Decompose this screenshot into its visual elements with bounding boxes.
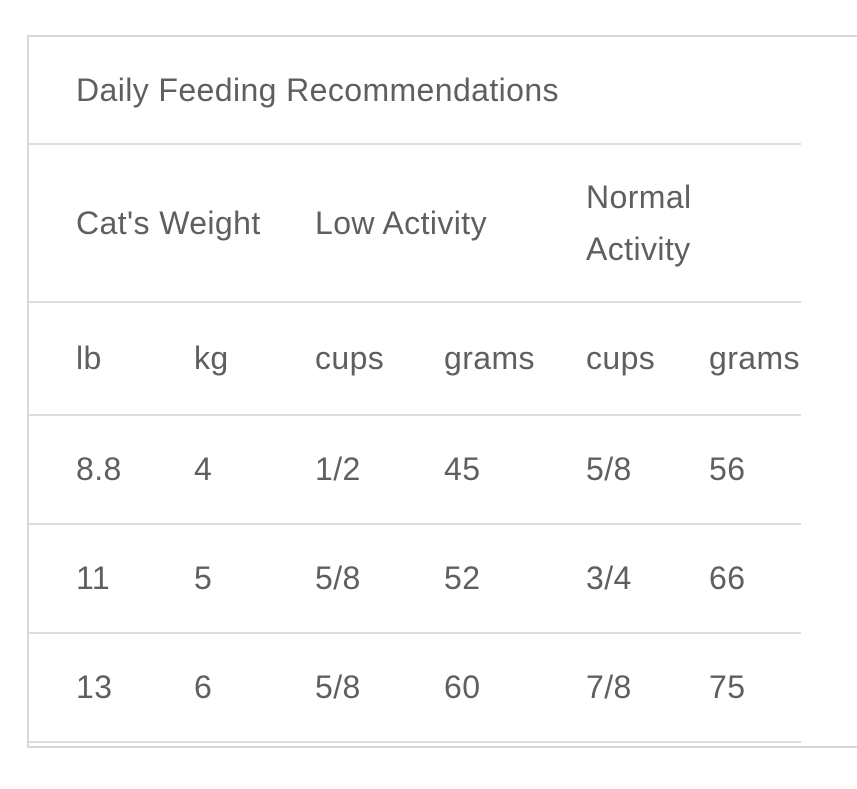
table-cell: 4 [194,415,315,525]
column-group-low-activity: Low Activity [315,145,587,303]
table-row: 11 5 5/8 52 3/4 66 [29,524,802,634]
table-row: 8.8 4 1/2 45 5/8 56 [29,415,802,525]
table-title: Daily Feeding Recommendations [29,37,801,145]
column-header-normal-grams: grams [709,302,802,416]
table-cell: 5/8 [315,524,444,634]
column-group-row: Cat's Weight Low Activity Normal Activit… [29,145,802,303]
table-cell: 13 [29,633,194,743]
feeding-recommendations-card: Daily Feeding Recommendations Cat's Weig… [27,35,857,748]
table-cell: 1/2 [315,415,444,525]
column-header-low-cups: cups [315,302,444,416]
table-cell: 66 [709,524,802,634]
table-row: 13 6 5/8 60 7/8 75 [29,633,802,743]
feeding-table: Cat's Weight Low Activity Normal Activit… [29,145,802,743]
table-cell: 75 [709,633,802,743]
table-cell: 6 [194,633,315,743]
table-cell: 8.8 [29,415,194,525]
table-cell: 5/8 [586,415,710,525]
table-cell: 5 [194,524,315,634]
column-group-normal-activity-label: Normal Activity [586,179,692,267]
table-cell: 45 [444,415,587,525]
table-cell: 7/8 [586,633,710,743]
column-group-cats-weight: Cat's Weight [29,145,315,303]
column-header-lb: lb [29,302,194,416]
table-cell: 11 [29,524,194,634]
table-cell: 5/8 [315,633,444,743]
column-group-normal-activity: Normal Activity [586,145,802,303]
column-header-kg: kg [194,302,315,416]
table-cell: 3/4 [586,524,710,634]
table-cell: 56 [709,415,802,525]
column-header-low-grams: grams [444,302,587,416]
table-cell: 60 [444,633,587,743]
table-cell: 52 [444,524,587,634]
column-unit-row: lb kg cups grams cups grams [29,302,802,416]
column-header-normal-cups: cups [586,302,710,416]
